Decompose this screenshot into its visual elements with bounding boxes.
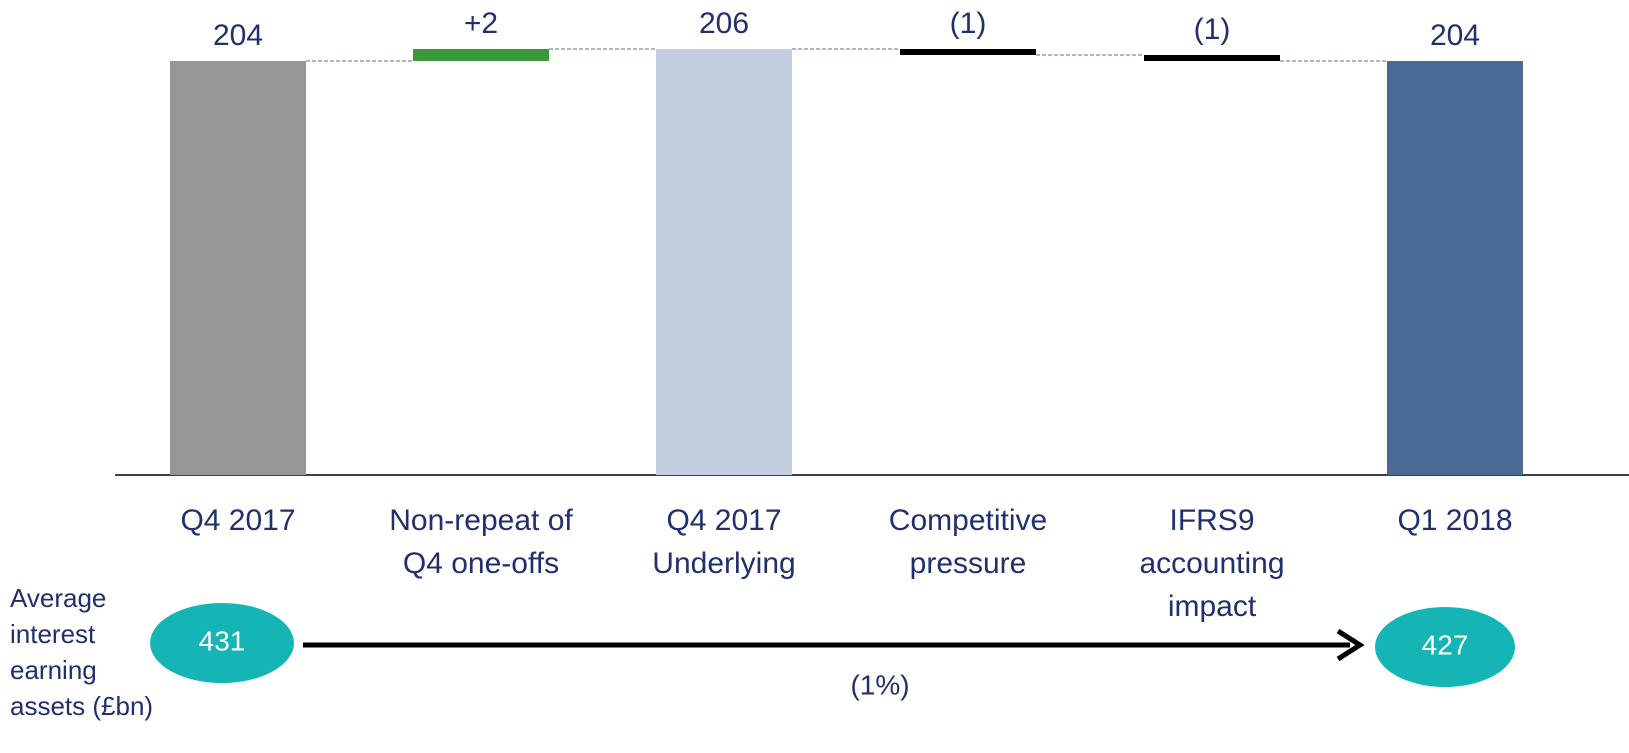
- bar: [413, 49, 549, 61]
- arrow-head: [1336, 628, 1365, 662]
- end-oval: [1375, 607, 1515, 687]
- bar: [900, 49, 1036, 55]
- x-tick-label: impact: [1168, 590, 1257, 623]
- x-tick-label: Q4 2017: [666, 504, 781, 537]
- end-value: 427: [1422, 629, 1469, 660]
- start-value: 431: [199, 625, 246, 656]
- bar: [1387, 61, 1523, 475]
- x-tick-label: Q1 2018: [1397, 504, 1512, 537]
- start-oval: [150, 603, 294, 683]
- x-tick-label: Competitive: [889, 504, 1047, 537]
- x-tick-label: Q4 one-offs: [403, 547, 559, 580]
- assets-label: Average: [10, 583, 106, 613]
- assets-label: assets (£bn): [10, 691, 153, 721]
- change-label: (1%): [850, 669, 909, 700]
- bar: [170, 61, 306, 475]
- x-tick-label: Q4 2017: [180, 504, 295, 537]
- assets-label: earning: [10, 655, 97, 685]
- value-label: 204: [1430, 19, 1480, 52]
- x-tick-label: accounting: [1139, 547, 1284, 580]
- bar: [1144, 55, 1280, 61]
- value-label: +2: [464, 7, 498, 40]
- value-label: (1): [1194, 13, 1231, 46]
- x-tick-label: Underlying: [652, 547, 795, 580]
- bar: [656, 49, 792, 475]
- value-label: (1): [950, 7, 987, 40]
- value-label: 206: [699, 7, 749, 40]
- x-tick-label: pressure: [910, 547, 1027, 580]
- assets-label: interest: [10, 619, 96, 649]
- x-tick-label: Non-repeat of: [389, 504, 573, 537]
- x-tick-label: IFRS9: [1169, 504, 1254, 537]
- value-label: 204: [213, 19, 263, 52]
